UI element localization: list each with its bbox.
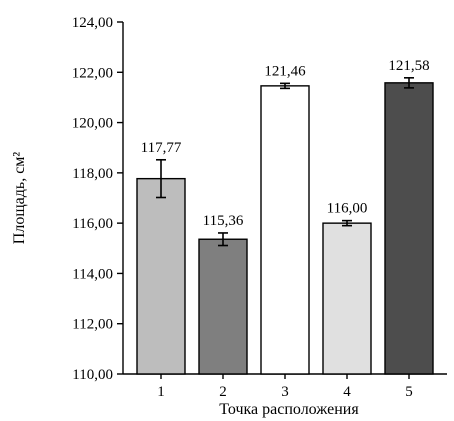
bar xyxy=(260,85,310,375)
y-tick-label: 120,00 xyxy=(72,116,113,132)
bar-group: 115,36 xyxy=(198,213,248,375)
data-label: 116,00 xyxy=(327,201,368,217)
bar-group: 121,58 xyxy=(384,58,434,375)
bar xyxy=(198,238,248,375)
bar xyxy=(322,222,372,375)
y-tick-label: 110,00 xyxy=(72,367,113,383)
y-axis-title: Площадь, см² xyxy=(11,152,28,245)
data-label: 115,36 xyxy=(203,213,244,229)
y-tick-label: 116,00 xyxy=(72,216,113,232)
y-tick-label: 124,00 xyxy=(72,15,113,31)
x-tick-label: 3 xyxy=(281,384,289,400)
data-label: 121,46 xyxy=(264,63,306,79)
data-label: 117,77 xyxy=(141,140,182,156)
x-axis-title: Точка расположения xyxy=(219,401,359,418)
bar xyxy=(384,82,434,375)
bar-group: 121,46 xyxy=(260,63,310,375)
x-tick-label: 4 xyxy=(343,384,351,400)
x-tick-label: 5 xyxy=(405,384,413,400)
y-tick-label: 114,00 xyxy=(72,266,113,282)
bars: 117,77 115,36 121,46 116,00 121,58 xyxy=(136,58,434,375)
data-label: 121,58 xyxy=(388,58,429,74)
bar-group: 117,77 xyxy=(136,140,186,375)
bar-group: 116,00 xyxy=(322,201,372,375)
x-axis: 1 2 3 4 5 xyxy=(123,373,447,400)
y-tick-label: 122,00 xyxy=(72,65,113,81)
x-tick-label: 2 xyxy=(219,384,227,400)
bar xyxy=(136,177,186,375)
y-tick-label: 112,00 xyxy=(72,317,113,333)
y-axis: 110,00 112,00 114,00 116,00 118,00 120,00 122,… xyxy=(72,15,124,383)
y-tick-label: 118,00 xyxy=(72,166,113,182)
x-tick-label: 1 xyxy=(157,384,165,400)
